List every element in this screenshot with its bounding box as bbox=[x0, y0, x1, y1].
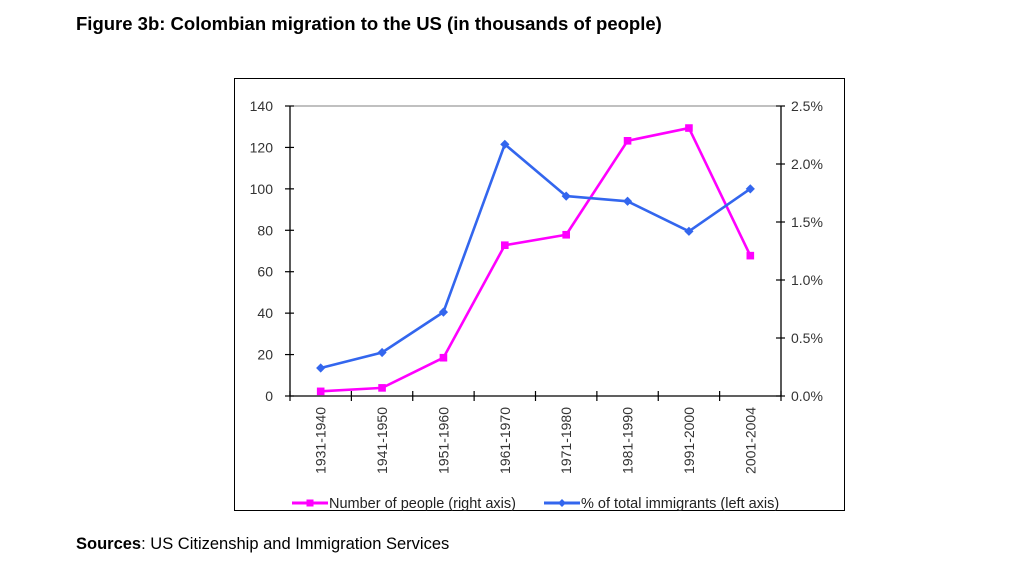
left-tick-label: 0 bbox=[265, 388, 273, 404]
x-tick-label: 2001-2004 bbox=[742, 407, 758, 474]
legend-label: Number of people (right axis) bbox=[329, 496, 516, 512]
legend-entry: % of total immigrants (left axis) bbox=[544, 496, 779, 512]
data-point-square bbox=[746, 251, 755, 260]
x-tick-label: 1951-1960 bbox=[435, 407, 451, 474]
figure-title: Figure 3b: Colombian migration to the US… bbox=[76, 13, 662, 34]
data-point-diamond bbox=[500, 139, 510, 149]
legend-entry: Number of people (right axis) bbox=[292, 496, 516, 512]
left-tick-label: 20 bbox=[257, 347, 273, 363]
data-point-diamond bbox=[745, 184, 755, 194]
data-point-square bbox=[439, 353, 448, 362]
data-point-square bbox=[685, 124, 693, 132]
data-point-diamond bbox=[622, 196, 633, 206]
left-axis-ticks: 0 20 40 60 80 100 120 140 bbox=[250, 98, 294, 404]
chart-frame bbox=[234, 78, 845, 511]
right-tick-label: 1.0% bbox=[791, 272, 823, 288]
legend-label: % of total immigrants (left axis) bbox=[581, 496, 779, 512]
x-tick-label: 1991-2000 bbox=[681, 407, 697, 474]
source-text: : US Citizenship and Immigration Service… bbox=[141, 535, 450, 553]
x-tick-label: 1981-1990 bbox=[620, 407, 636, 474]
data-point-diamond bbox=[561, 191, 571, 201]
right-tick-label: 0.0% bbox=[791, 388, 823, 404]
legend-diamond-marker bbox=[558, 499, 566, 507]
data-point-square bbox=[378, 384, 386, 392]
data-point-square bbox=[562, 230, 570, 239]
right-tick-label: 2.0% bbox=[791, 156, 823, 172]
data-point-square bbox=[623, 137, 632, 145]
left-tick-label: 40 bbox=[257, 305, 273, 321]
right-axis-ticks: 0.0% 0.5% 1.0% 1.5% 2.0% 2.5% bbox=[776, 98, 823, 404]
source-label: Sources bbox=[76, 535, 142, 553]
legend-square-marker bbox=[306, 499, 314, 507]
data-point-diamond bbox=[377, 347, 387, 358]
legend: Number of people (right axis) % of total … bbox=[292, 496, 779, 512]
left-tick-label: 100 bbox=[250, 181, 274, 197]
x-axis-ticks: 1931-1940 1941-1950 1951-1960 1961-1970 1971… bbox=[289, 391, 782, 474]
data-point-square bbox=[501, 241, 509, 249]
series-line bbox=[320, 126, 752, 393]
left-tick-label: 140 bbox=[250, 98, 274, 114]
series-percent-total-immigrants bbox=[316, 139, 755, 373]
x-tick-label: 1971-1980 bbox=[558, 407, 574, 474]
data-point-diamond bbox=[684, 226, 694, 236]
right-tick-label: 2.5% bbox=[791, 98, 823, 114]
series-lines bbox=[316, 124, 755, 396]
left-tick-label: 80 bbox=[257, 222, 273, 238]
axes bbox=[289, 105, 782, 397]
data-point-square bbox=[316, 387, 325, 396]
source-note: Sources: US Citizenship and Immigration … bbox=[76, 535, 449, 554]
x-tick-label: 1931-1940 bbox=[313, 407, 329, 474]
right-tick-label: 1.5% bbox=[791, 214, 823, 230]
series-number-of-people bbox=[316, 124, 755, 396]
x-tick-label: 1961-1970 bbox=[497, 407, 513, 474]
data-point-diamond bbox=[438, 307, 449, 317]
left-tick-label: 60 bbox=[257, 264, 273, 280]
data-point-diamond bbox=[316, 363, 326, 373]
x-tick-label: 1941-1950 bbox=[374, 407, 390, 474]
series-line bbox=[320, 143, 752, 370]
left-tick-label: 120 bbox=[250, 139, 274, 155]
right-tick-label: 0.5% bbox=[791, 330, 823, 346]
